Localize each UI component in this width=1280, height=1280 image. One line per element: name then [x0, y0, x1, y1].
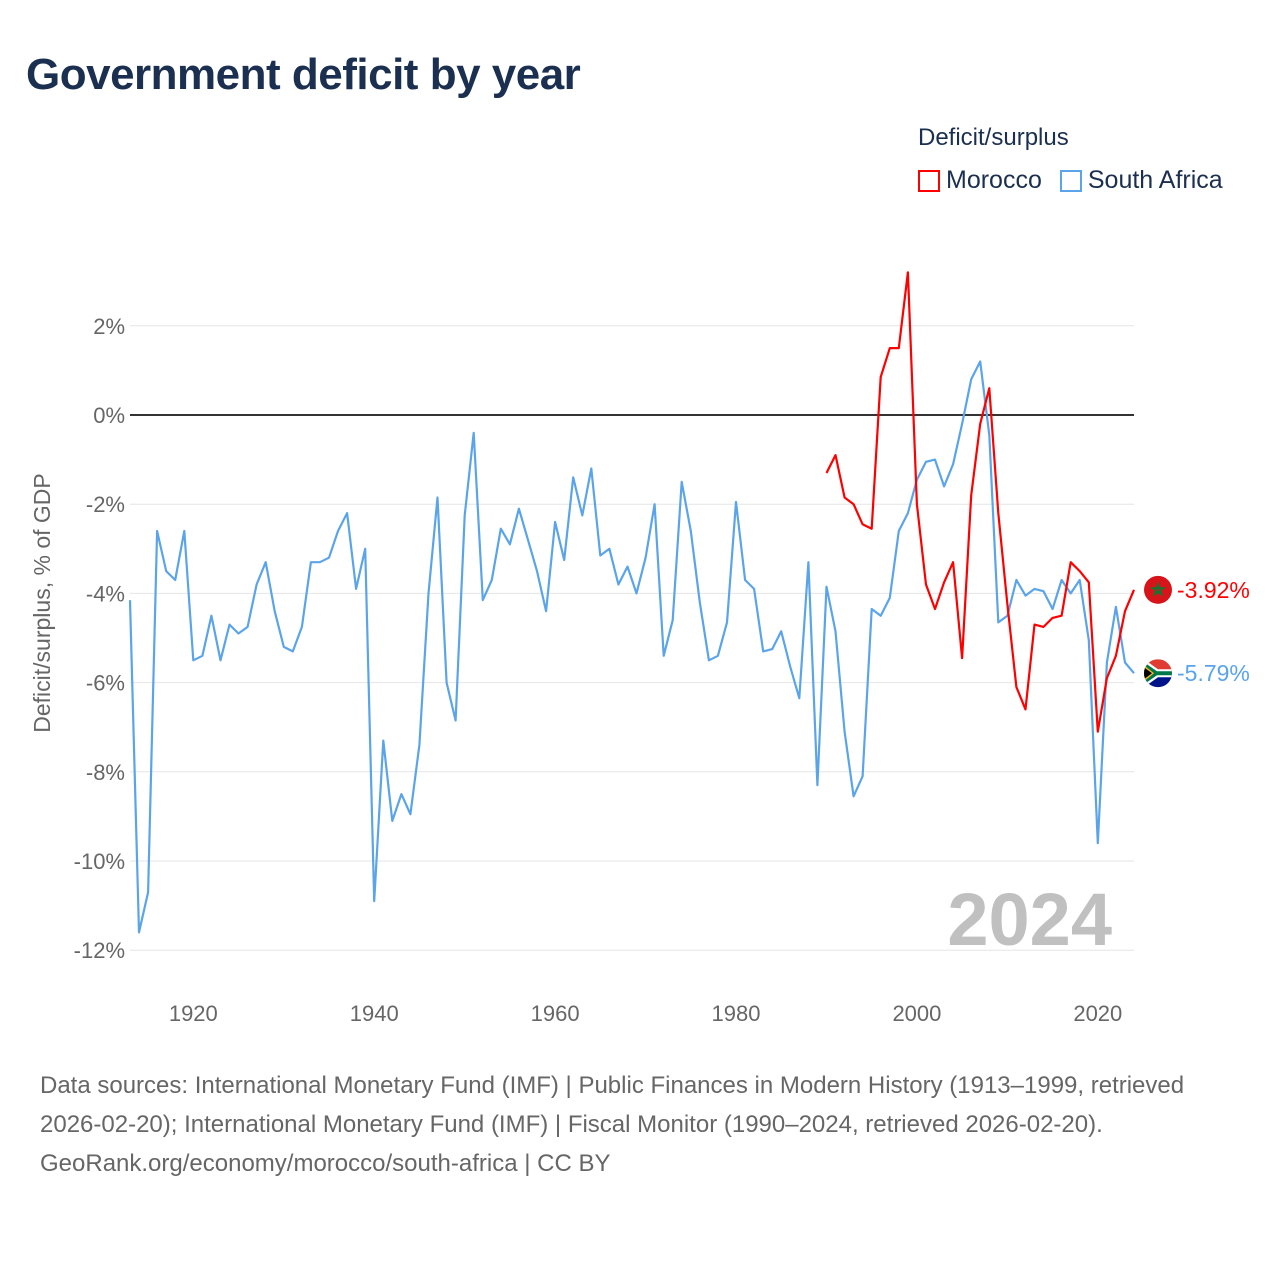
page-title: Government deficit by year [26, 50, 581, 99]
x-tick-label: 1940 [350, 1001, 399, 1026]
footer: Data sources: International Monetary Fun… [40, 1066, 1240, 1183]
y-axis-label: Deficit/surplus, % of GDP [29, 473, 55, 732]
y-tick-label: 0% [93, 403, 125, 428]
flag-morocco-icon [1144, 575, 1172, 604]
x-tick-label: 2020 [1073, 1001, 1122, 1026]
legend-label-morocco: Morocco [946, 166, 1042, 194]
credit-link[interactable]: GeoRank.org/economy/morocco/south-africa… [40, 1150, 611, 1177]
legend-swatch-south-africa [1059, 169, 1082, 192]
x-tick-label: 1920 [169, 1001, 218, 1026]
x-tick-label: 1980 [712, 1001, 761, 1026]
data-sources: Data sources: International Monetary Fun… [40, 1072, 1185, 1138]
y-tick-label: -10% [74, 849, 125, 874]
year-watermark: 2024 [947, 878, 1112, 961]
y-tick-label: -4% [86, 581, 125, 606]
y-tick-label: -2% [86, 492, 125, 517]
series-line-south-africa[interactable] [128, 360, 1135, 934]
legend-swatch-morocco [918, 169, 940, 192]
legend: Morocco South Africa [918, 166, 1223, 195]
y-tick-label: 2% [93, 314, 125, 339]
end-label-south-africa: -5.79% [1177, 660, 1250, 686]
legend-label-south-africa: South Africa [1087, 166, 1223, 194]
y-tick-label: -6% [86, 671, 125, 696]
legend-item-morocco[interactable]: Morocco [918, 166, 1042, 195]
x-tick-label: 2000 [892, 1001, 941, 1026]
y-tick-label: -12% [74, 938, 125, 963]
line-chart: 2% 0% -2% -4% -6% -8% -10% -12% 1920 1940 1960 1980… [29, 271, 1250, 1026]
legend-item-south-africa[interactable]: South Africa [1059, 166, 1223, 195]
series-line-morocco[interactable] [825, 271, 1136, 733]
y-tick-label: -8% [86, 760, 125, 785]
legend-title: Deficit/surplus [918, 124, 1069, 151]
x-tick-label: 1960 [531, 1001, 580, 1026]
end-label-morocco: -3.92% [1177, 577, 1250, 603]
flag-south-africa-icon [1144, 659, 1172, 688]
